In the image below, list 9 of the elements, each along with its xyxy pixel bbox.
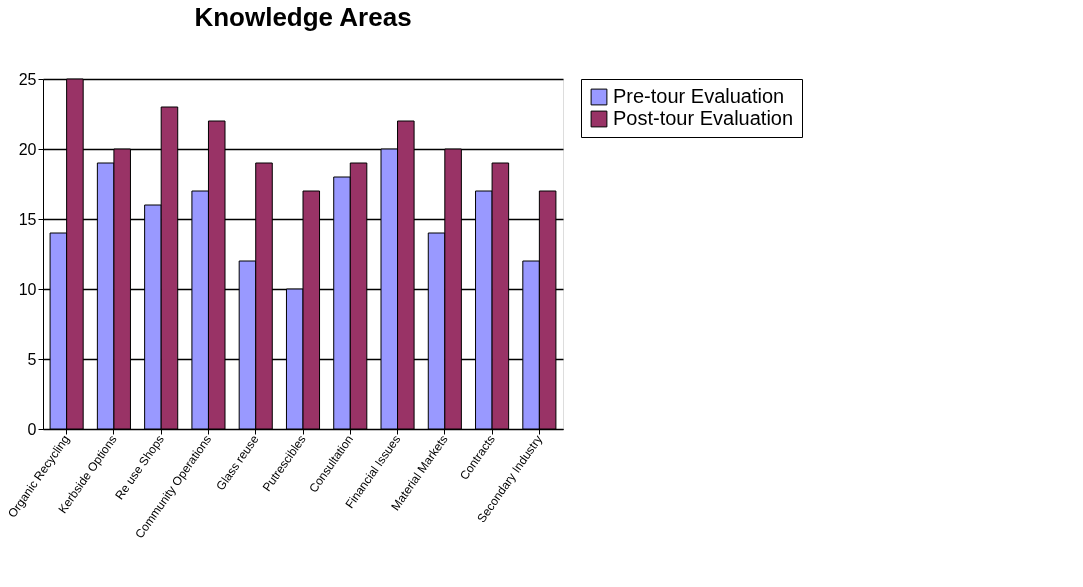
legend-label: Pre-tour Evaluation xyxy=(613,85,785,107)
y-tick-label: 0 xyxy=(27,420,37,438)
y-tick-label: 25 xyxy=(18,70,37,88)
y-tick-label: 10 xyxy=(18,280,37,298)
chart-title: Knowledge Areas xyxy=(194,2,412,32)
y-tick-label: 15 xyxy=(18,210,37,228)
y-tick-label: 20 xyxy=(18,140,37,158)
y-tick-label: 5 xyxy=(27,350,37,368)
legend-label: Post-tour Evaluation xyxy=(613,107,794,129)
